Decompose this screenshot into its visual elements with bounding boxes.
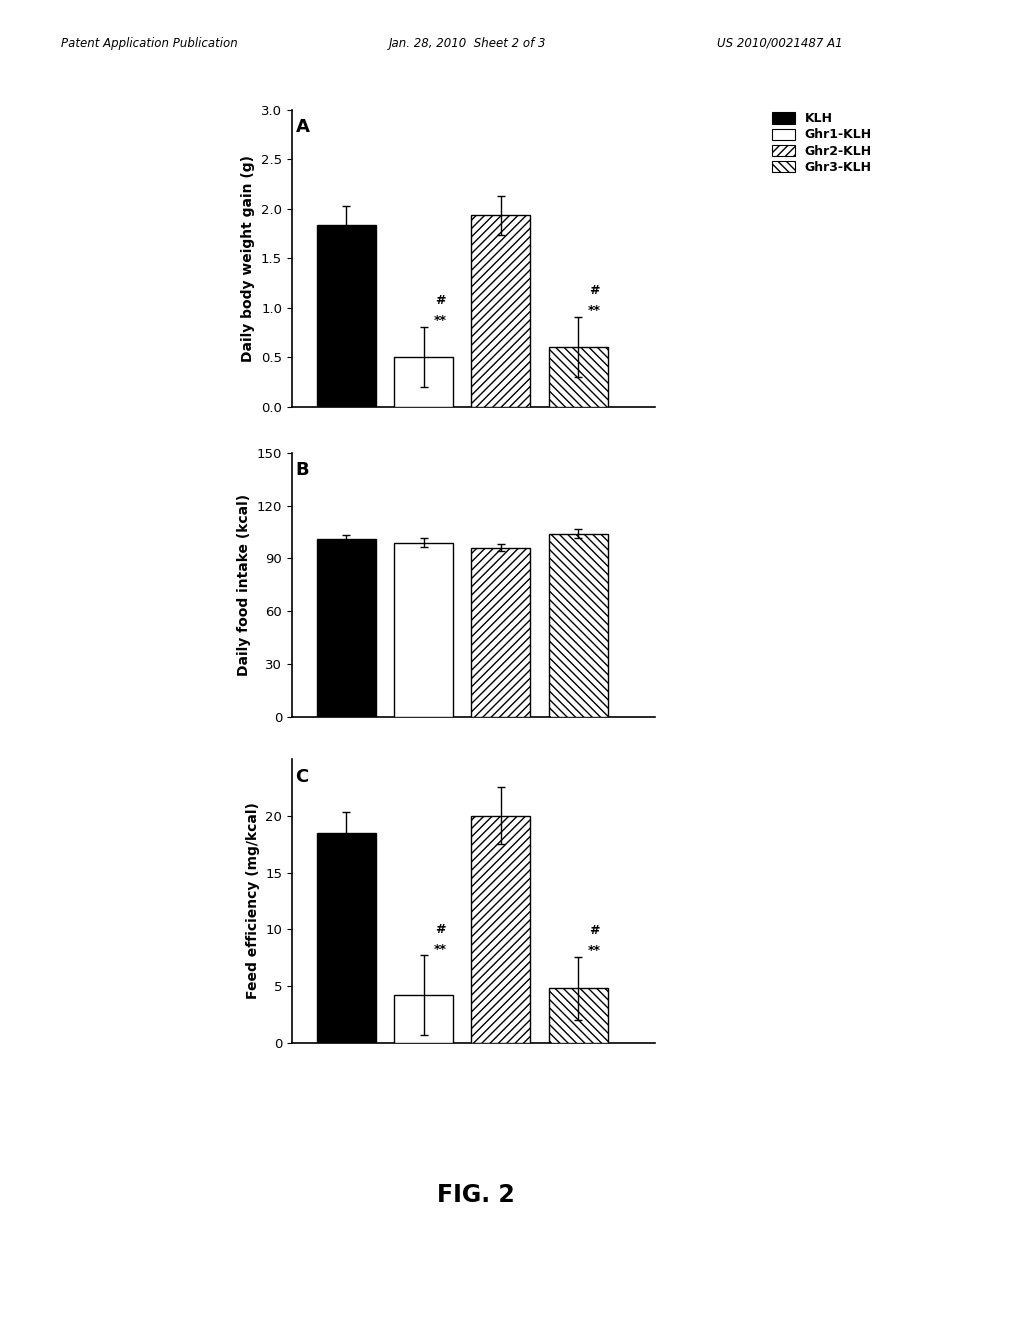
Y-axis label: Daily body weight gain (g): Daily body weight gain (g) xyxy=(242,154,255,362)
Text: Patent Application Publication: Patent Application Publication xyxy=(61,37,239,50)
Text: US 2010/0021487 A1: US 2010/0021487 A1 xyxy=(717,37,843,50)
Text: C: C xyxy=(296,767,308,785)
Bar xyxy=(316,226,376,407)
Legend: KLH, Ghr1-KLH, Ghr2-KLH, Ghr3-KLH: KLH, Ghr1-KLH, Ghr2-KLH, Ghr3-KLH xyxy=(770,110,874,177)
Text: **: ** xyxy=(433,942,446,956)
Text: **: ** xyxy=(588,304,601,317)
Bar xyxy=(471,215,530,407)
Bar xyxy=(316,833,376,1043)
Bar xyxy=(549,989,607,1043)
Y-axis label: Feed efficiency (mg/kcal): Feed efficiency (mg/kcal) xyxy=(246,803,259,999)
Y-axis label: Daily food intake (kcal): Daily food intake (kcal) xyxy=(238,494,251,676)
Text: #: # xyxy=(589,924,600,937)
Text: Jan. 28, 2010  Sheet 2 of 3: Jan. 28, 2010 Sheet 2 of 3 xyxy=(389,37,547,50)
Bar xyxy=(549,347,607,407)
Text: **: ** xyxy=(588,944,601,957)
Bar xyxy=(471,816,530,1043)
Bar xyxy=(471,548,530,717)
Text: **: ** xyxy=(433,314,446,327)
Bar xyxy=(316,539,376,717)
Bar xyxy=(394,358,454,407)
Text: #: # xyxy=(589,284,600,297)
Text: B: B xyxy=(296,461,309,479)
Text: #: # xyxy=(435,293,445,306)
Text: #: # xyxy=(435,923,445,936)
Bar xyxy=(549,533,607,717)
Bar xyxy=(394,995,454,1043)
Text: FIG. 2: FIG. 2 xyxy=(437,1183,515,1206)
Text: A: A xyxy=(296,119,309,136)
Bar xyxy=(394,543,454,717)
